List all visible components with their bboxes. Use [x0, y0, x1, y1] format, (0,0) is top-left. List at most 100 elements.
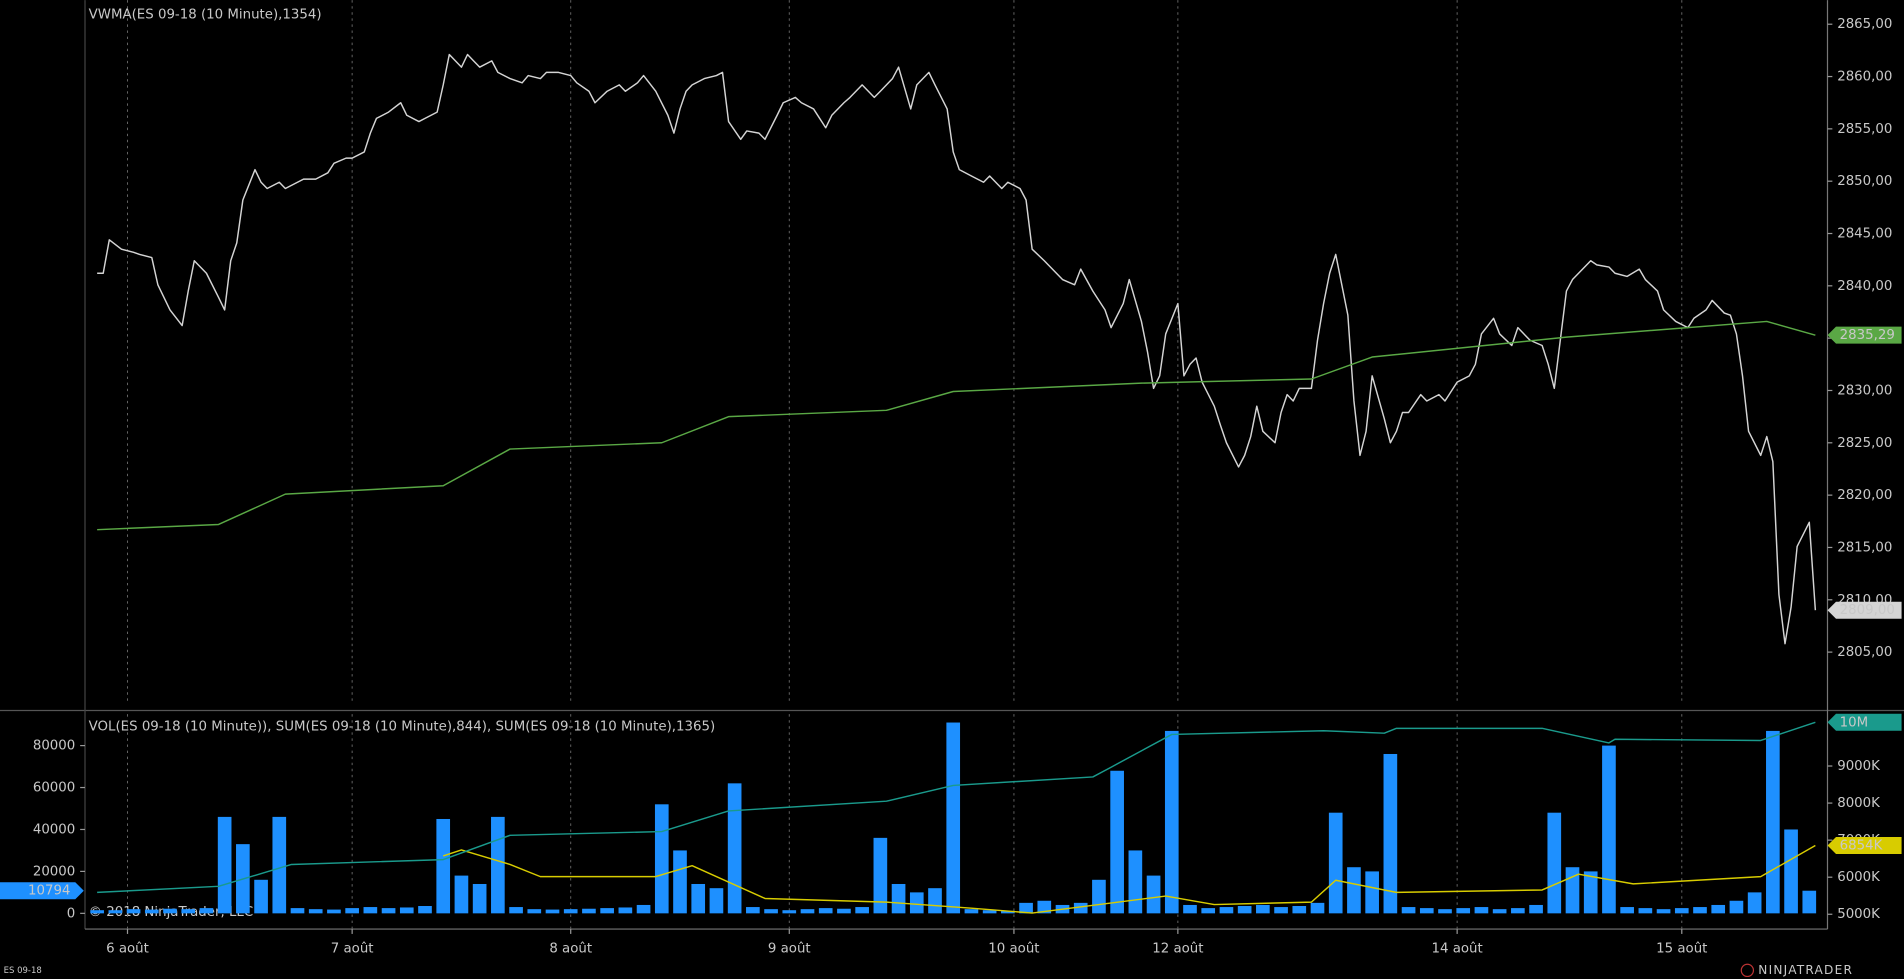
volume-bar [1219, 907, 1234, 914]
volume-bar [254, 879, 268, 914]
volume-bar [1419, 908, 1434, 914]
volume-bar [1547, 812, 1562, 914]
volume-bar [1766, 730, 1780, 914]
volume-bar [1693, 907, 1707, 914]
volume-bar [399, 907, 414, 914]
volume-bar [1529, 904, 1543, 914]
last-value-marker [1827, 326, 1902, 344]
volume-bar [727, 783, 742, 914]
volume-bar [600, 908, 614, 914]
y-tick-label: 2820,00 [1837, 488, 1892, 503]
y-tick-label: 2840,00 [1837, 279, 1892, 294]
volume-bar [436, 818, 451, 914]
x-tick-label: 8 août [549, 941, 592, 957]
brand: NINJATRADER [1758, 963, 1853, 977]
price-panel-title: VWMA(ES 09-18 (10 Minute),1354) [89, 8, 322, 23]
y2-tick-label: 6000K [1837, 870, 1881, 885]
series-line [97, 53, 1817, 645]
volume-bar [1802, 890, 1817, 914]
volume-bar [1620, 907, 1634, 914]
last-value-label: 10M [1840, 715, 1869, 730]
volume-bar [855, 907, 869, 914]
volume-bar [1164, 730, 1179, 914]
volume-bar [1001, 910, 1015, 914]
volume-bar [1183, 904, 1197, 914]
volume-bar [1729, 900, 1744, 914]
volume-bar [108, 910, 123, 914]
volume-bar [199, 908, 214, 914]
volume-bar [982, 910, 997, 914]
volume-bar [1674, 908, 1689, 914]
last-value-label: 2809,00 [1840, 603, 1895, 618]
y-tick-label: 2855,00 [1837, 122, 1892, 137]
y-tick-label: 2850,00 [1837, 174, 1892, 189]
x-tick-label: 9 août [768, 941, 811, 957]
volume-bar [1602, 745, 1616, 914]
volume-bar [1747, 892, 1762, 914]
x-tick-label: 6 août [106, 941, 149, 957]
volume-bar [636, 904, 651, 914]
y-tick-label: 2825,00 [1837, 436, 1892, 451]
last-value-marker [0, 882, 84, 900]
series-line [97, 721, 1816, 894]
volume-bar [891, 883, 906, 914]
volume-bar [1383, 753, 1398, 914]
volume-bar [1310, 902, 1325, 914]
y-tick-label: 2815,00 [1837, 540, 1892, 555]
volume-bar [928, 888, 942, 914]
volume-bar [1511, 908, 1525, 914]
x-tick-label: 12 août [1152, 941, 1203, 957]
volume-bar [1037, 900, 1052, 914]
volume-bar [163, 908, 177, 914]
volume-bar [1110, 770, 1124, 914]
volume-bar [90, 910, 104, 914]
volume-bar [1292, 906, 1307, 914]
volume-bar [1401, 907, 1416, 914]
volume-bar [1073, 902, 1088, 914]
volume-bar [491, 816, 505, 914]
x-tick-label: 7 août [331, 941, 374, 957]
y-tick-label: 20000 [33, 864, 75, 879]
volume-bar [764, 909, 778, 914]
volume-bar [654, 804, 669, 914]
y-tick-label: 80000 [33, 739, 75, 754]
volume-bar [308, 909, 323, 914]
volume-bar [1784, 829, 1798, 914]
volume-bar [509, 907, 523, 914]
last-value-label: 10794 [28, 884, 70, 899]
volume-bar [709, 888, 724, 914]
volume-bar [946, 722, 961, 914]
volume-bar [837, 908, 851, 914]
volume-bar [1711, 904, 1726, 914]
x-tick-label: 10 août [988, 941, 1039, 957]
volume-bar [345, 908, 359, 914]
volume-bar [673, 850, 687, 914]
last-value-marker [1827, 713, 1902, 731]
volume-bar [1201, 908, 1216, 914]
volume-bar [181, 909, 196, 914]
volume-bar [1583, 871, 1598, 914]
last-value-label: 2835,29 [1840, 328, 1895, 343]
volume-bar [1365, 871, 1379, 914]
volume-bar [418, 906, 432, 914]
y-tick-label: 2830,00 [1837, 383, 1892, 398]
volume-bar [272, 816, 287, 914]
series-line [442, 844, 1816, 914]
volume-bar [527, 909, 542, 914]
series-line [97, 320, 1816, 531]
volume-bar [1092, 879, 1106, 914]
x-tick-label: 14 août [1432, 941, 1483, 957]
volume-bar [563, 909, 578, 914]
y-tick-label: 0 [67, 906, 76, 921]
last-value-marker [1827, 601, 1902, 619]
volume-bar [1146, 875, 1161, 914]
volume-bar [1256, 904, 1270, 914]
y-tick-label: 2865,00 [1837, 17, 1892, 32]
last-value-label: 6854K [1840, 839, 1884, 854]
volume-bar [691, 883, 706, 914]
volume-bar [1438, 909, 1452, 914]
volume-bar [1347, 867, 1361, 914]
volume-bar [873, 837, 888, 914]
